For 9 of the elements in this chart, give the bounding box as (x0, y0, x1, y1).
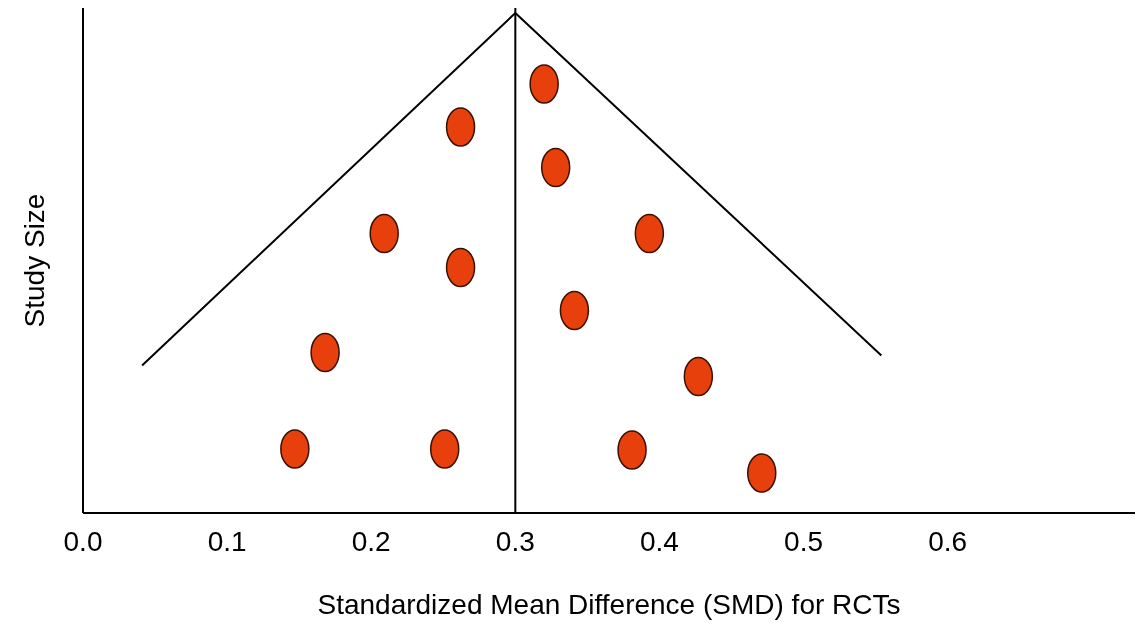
x-axis-title: Standardized Mean Difference (SMD) for RCTs (317, 589, 901, 620)
x-tick-label: 0.6 (928, 525, 968, 557)
x-tick-label: 0.0 (63, 525, 103, 557)
x-tick-label: 0.5 (784, 525, 824, 557)
x-tick-label: 0.2 (351, 525, 391, 557)
x-tick-label: 0.1 (207, 525, 247, 557)
x-tick-label: 0.3 (495, 525, 535, 557)
y-axis-title: Study Size (18, 193, 50, 328)
x-tick-label: 0.4 (639, 525, 679, 557)
